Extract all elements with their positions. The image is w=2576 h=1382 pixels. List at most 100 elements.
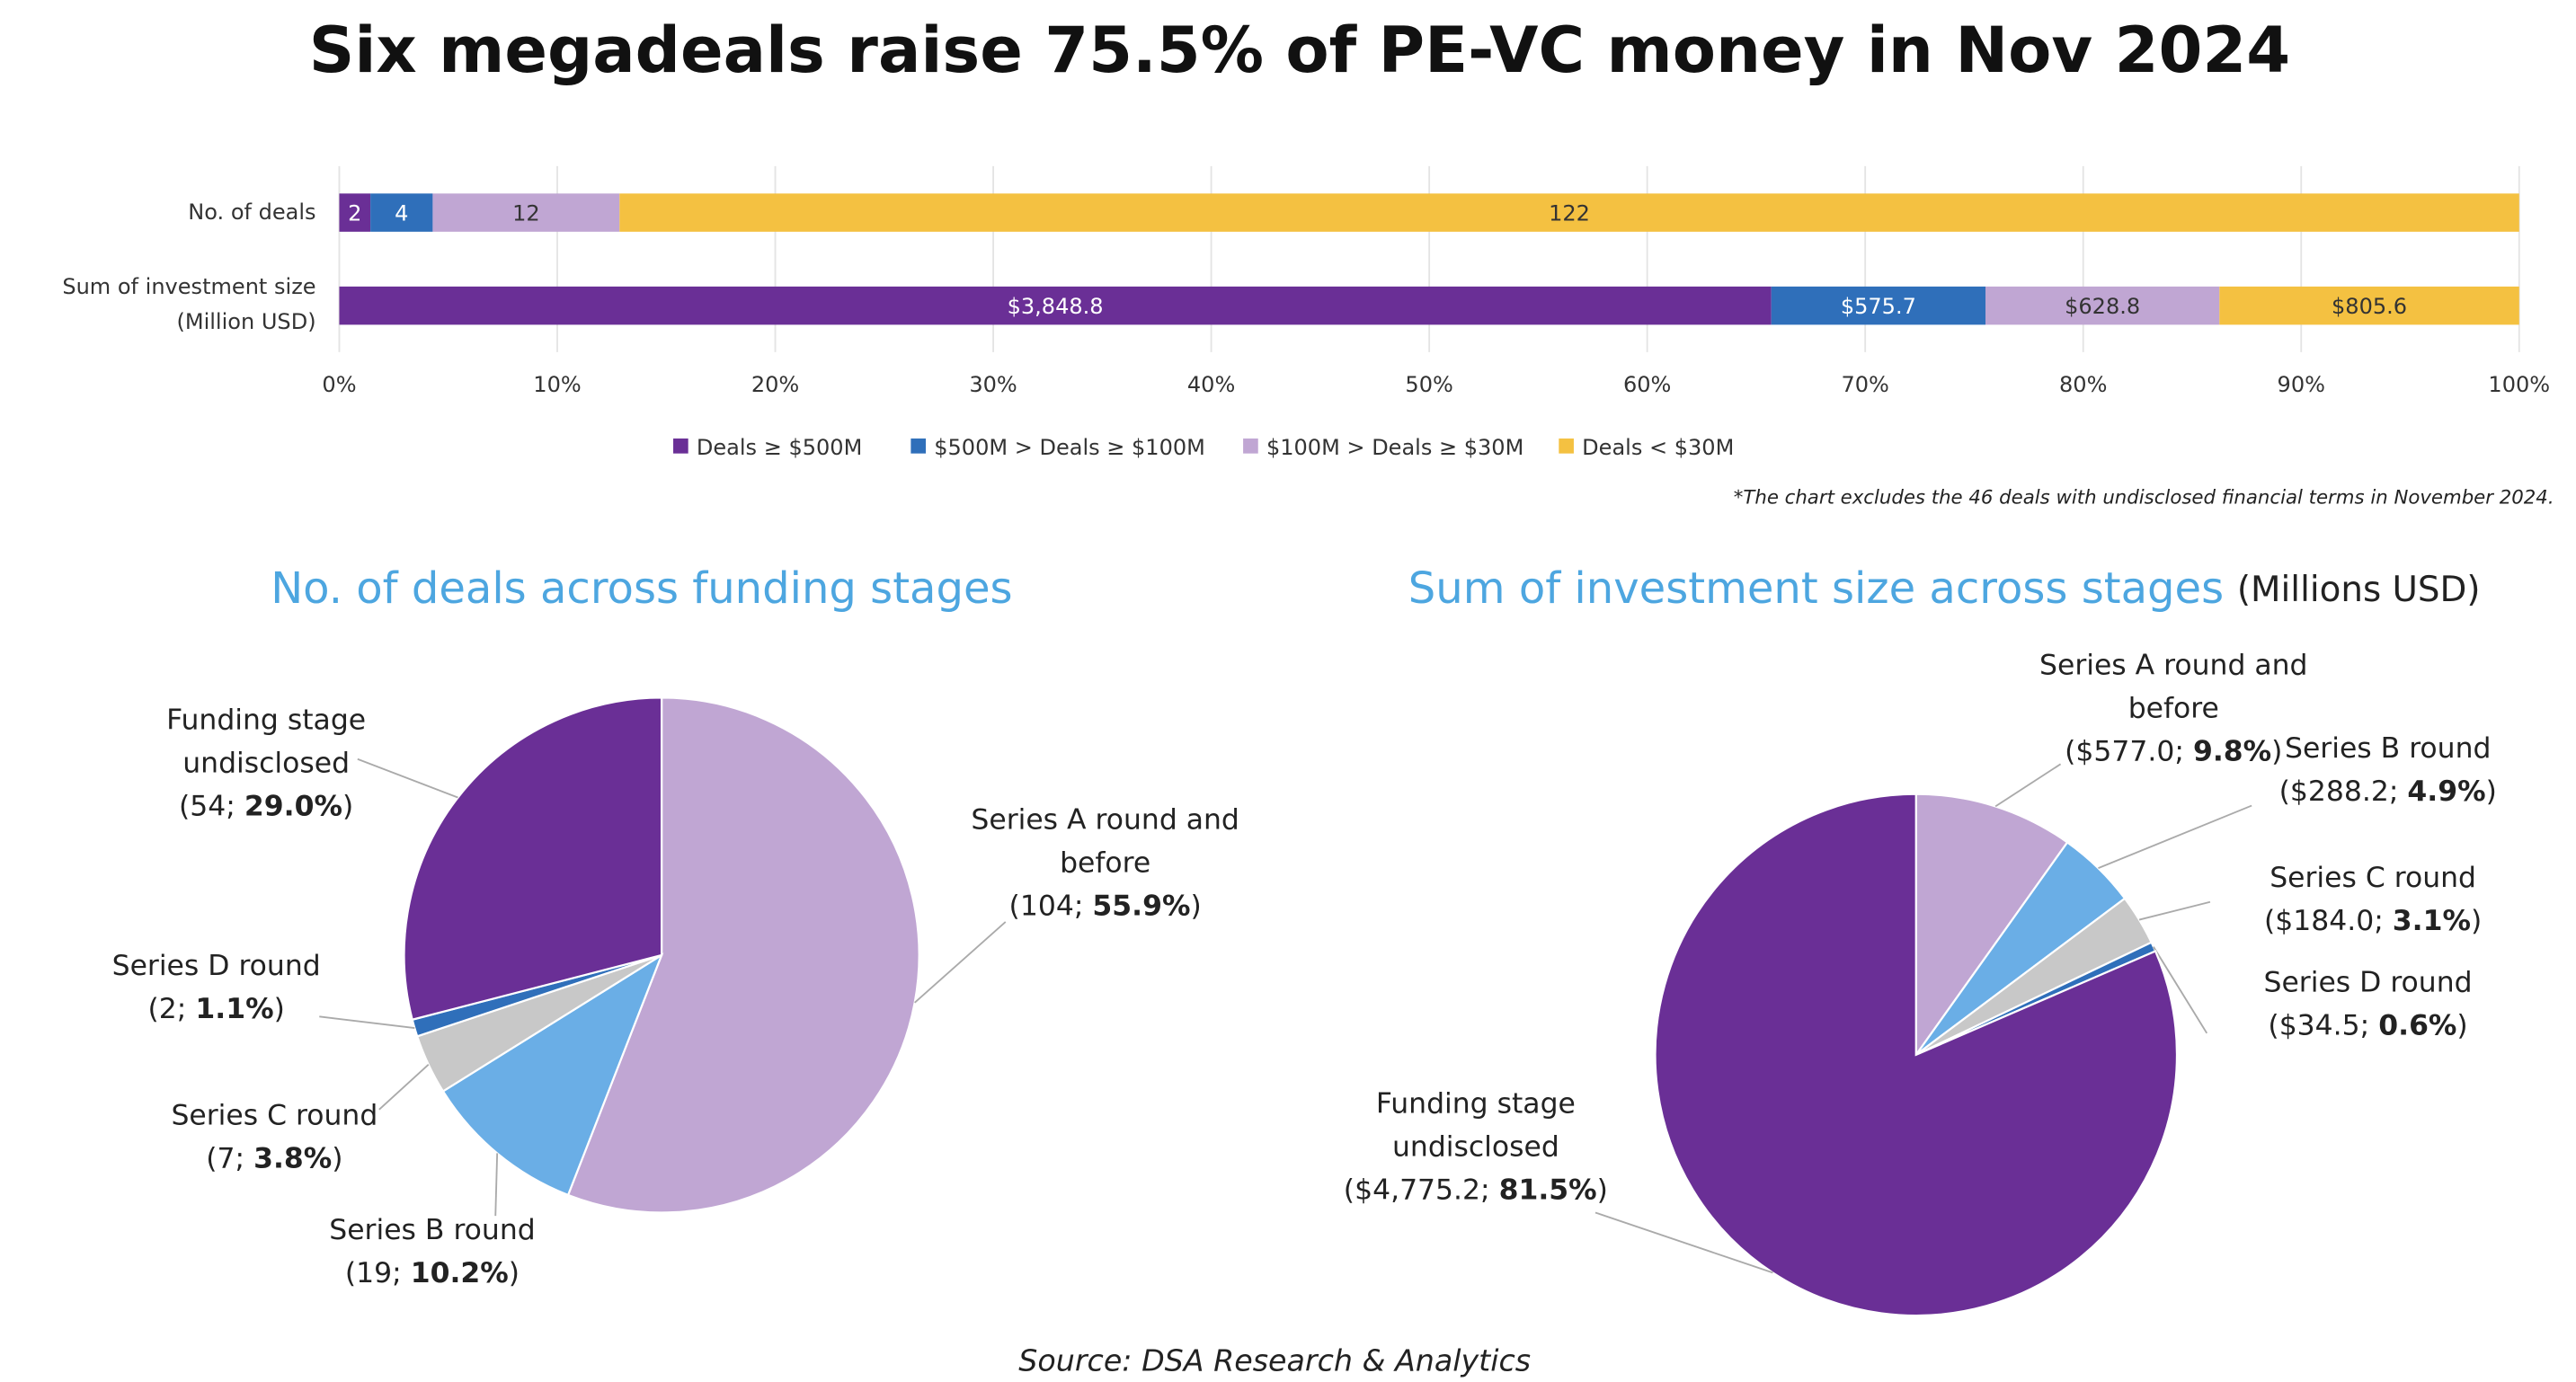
data-label: Series D round (2; 1.1%) <box>67 945 366 1032</box>
pie-subtitle: (Millions USD) <box>2237 570 2481 610</box>
pie-title-text: Sum of investment size across stages <box>1408 563 2224 614</box>
legend-swatch <box>1243 439 1258 454</box>
value-label: ($34.5; 0.6%) <box>2268 1009 2468 1043</box>
legend-swatch <box>1559 439 1574 454</box>
pie-title-text: No. of deals across funding stages <box>271 563 1012 614</box>
percent-text: 0.6% <box>2378 1009 2457 1043</box>
category-label: Series A round and before <box>2039 649 2308 726</box>
category-label: Series C round <box>171 1099 378 1133</box>
pie-slice <box>1914 793 2069 1059</box>
leader-line <box>2138 900 2211 921</box>
data-label: $575.7 <box>1841 294 1916 319</box>
category-label: Series A round and before <box>971 803 1239 881</box>
category-label: Series D round <box>2263 966 2473 1000</box>
pie-title: No. of deals across funding stages <box>271 563 1012 614</box>
y-tick-label: Sum of investment size (Million USD) <box>62 275 316 336</box>
x-tick-label: 100% <box>2488 372 2550 397</box>
data-label-box: Series D round ($34.5; 0.6%) <box>2218 961 2518 1048</box>
value-text: 7 <box>217 1142 235 1176</box>
data-label-box: Series D round (2; 1.1%) <box>67 945 366 1032</box>
bar-segment <box>619 193 2519 232</box>
percent-text: 29.0% <box>244 790 342 824</box>
legend-swatch <box>910 439 927 454</box>
bar-segment <box>370 193 433 232</box>
x-tick-label: 0% <box>322 372 356 397</box>
value-label: (104; 55.9%) <box>1008 890 1202 924</box>
value-text: 54 <box>190 790 227 824</box>
data-label: 12 <box>512 200 540 226</box>
value-text: 19 <box>356 1257 393 1291</box>
data-label-box: Series A round and before (104; 55.9%) <box>955 799 1255 928</box>
value-label: ($577.0; 9.8%) <box>2065 735 2283 769</box>
value-label: ($4,775.2; 81.5%) <box>1343 1174 1608 1208</box>
bar-segment <box>432 193 620 232</box>
data-label: Series D round ($34.5; 0.6%) <box>2218 961 2518 1048</box>
bar-segment <box>1771 286 1986 325</box>
data-label: Series A round and before (104; 55.9%) <box>955 799 1255 928</box>
pie-slice <box>566 696 920 1214</box>
leader-line <box>2153 946 2208 1034</box>
bar-segment <box>2219 286 2519 325</box>
legend-swatch <box>673 439 688 454</box>
value-text: $288.2 <box>2289 775 2389 810</box>
value-text: $4,775.2 <box>1355 1174 1481 1208</box>
data-label: Series C round ($184.0; 3.1%) <box>2263 862 2483 939</box>
leader-line <box>914 921 1007 1004</box>
data-label-box: Series B round (19; 10.2%) <box>283 1209 582 1296</box>
percent-text: 4.9% <box>2407 775 2486 810</box>
category-text: No. of deals <box>188 199 316 226</box>
data-label: $628.8 <box>2065 294 2140 319</box>
data-label-box: Funding stage undisclosed ($4,775.2; 81.5… <box>1327 1083 1626 1212</box>
data-label: Funding stage undisclosed ($4,775.2; 81.5… <box>1327 1083 1626 1212</box>
data-label-box: Series A round and before ($577.0; 9.8%) <box>2024 644 2323 774</box>
data-label: Series B round (19; 10.2%) <box>283 1209 582 1296</box>
pie-title: Sum of investment size across stages (Mil… <box>1408 563 2481 614</box>
legend-label: Deals ≥ $500M <box>697 435 862 460</box>
percent-text: 10.2% <box>410 1257 509 1291</box>
pie-slice <box>1654 793 2179 1317</box>
percent-text: 1.1% <box>195 993 274 1027</box>
percent-text: 55.9% <box>1092 890 1191 924</box>
data-label-box: Series B round ($288.2; 4.9%) <box>2238 728 2537 814</box>
category-label: Series D round <box>111 950 321 984</box>
leader-line <box>1994 763 2062 808</box>
data-label: 2 <box>348 200 361 226</box>
data-label: Series B round ($288.2; 4.9%) <box>2238 728 2537 814</box>
percent-text: 3.1% <box>2392 905 2471 939</box>
value-text: $577.0 <box>2075 735 2175 769</box>
value-text: $34.5 <box>2278 1009 2360 1043</box>
y-tick-label: No. of deals <box>188 199 316 226</box>
percent-text: 9.8% <box>2192 735 2272 769</box>
x-tick-label: 80% <box>2059 372 2107 397</box>
leader-line <box>357 757 458 799</box>
category-label: Funding stage undisclosed <box>1375 1087 1576 1165</box>
category-text: Sum of investment size (Million USD) <box>62 275 316 336</box>
chart-title: Six megadeals raise 75.5% of PE-VC money… <box>309 13 2290 87</box>
value-label: (2; 1.1%) <box>147 993 285 1027</box>
legend-label: Deals < $30M <box>1582 435 1734 460</box>
value-label: (19; 10.2%) <box>344 1257 520 1291</box>
value-label: (7; 3.8%) <box>206 1142 343 1176</box>
value-text: 104 <box>1019 890 1074 924</box>
data-label-box: Funding stage undisclosed (54; 29.0%) <box>117 699 416 828</box>
data-label: Series A round and before ($577.0; 9.8%) <box>2024 644 2323 774</box>
category-label: Funding stage undisclosed <box>166 704 367 781</box>
category-label: Series C round <box>2270 862 2477 896</box>
leader-line <box>2098 804 2252 870</box>
data-label-box: Series C round (7; 3.8%) <box>125 1094 424 1181</box>
legend-label: $500M > Deals ≥ $100M <box>934 435 1205 460</box>
footnote: *The chart excludes the 46 deals with un… <box>1734 487 2554 509</box>
x-tick-label: 20% <box>751 372 799 397</box>
leader-line <box>494 1153 499 1217</box>
value-label: ($184.0; 3.1%) <box>2263 905 2483 939</box>
bar-segment <box>1985 286 2220 325</box>
value-text: $184.0 <box>2275 905 2375 939</box>
category-label: Series B round <box>2285 732 2492 766</box>
category-label: Series B round <box>329 1214 536 1248</box>
leader-line <box>378 1064 430 1111</box>
source: Source: DSA Research & Analytics <box>1018 1342 1531 1378</box>
data-label: 4 <box>395 200 408 226</box>
bar-segment <box>339 286 1772 325</box>
